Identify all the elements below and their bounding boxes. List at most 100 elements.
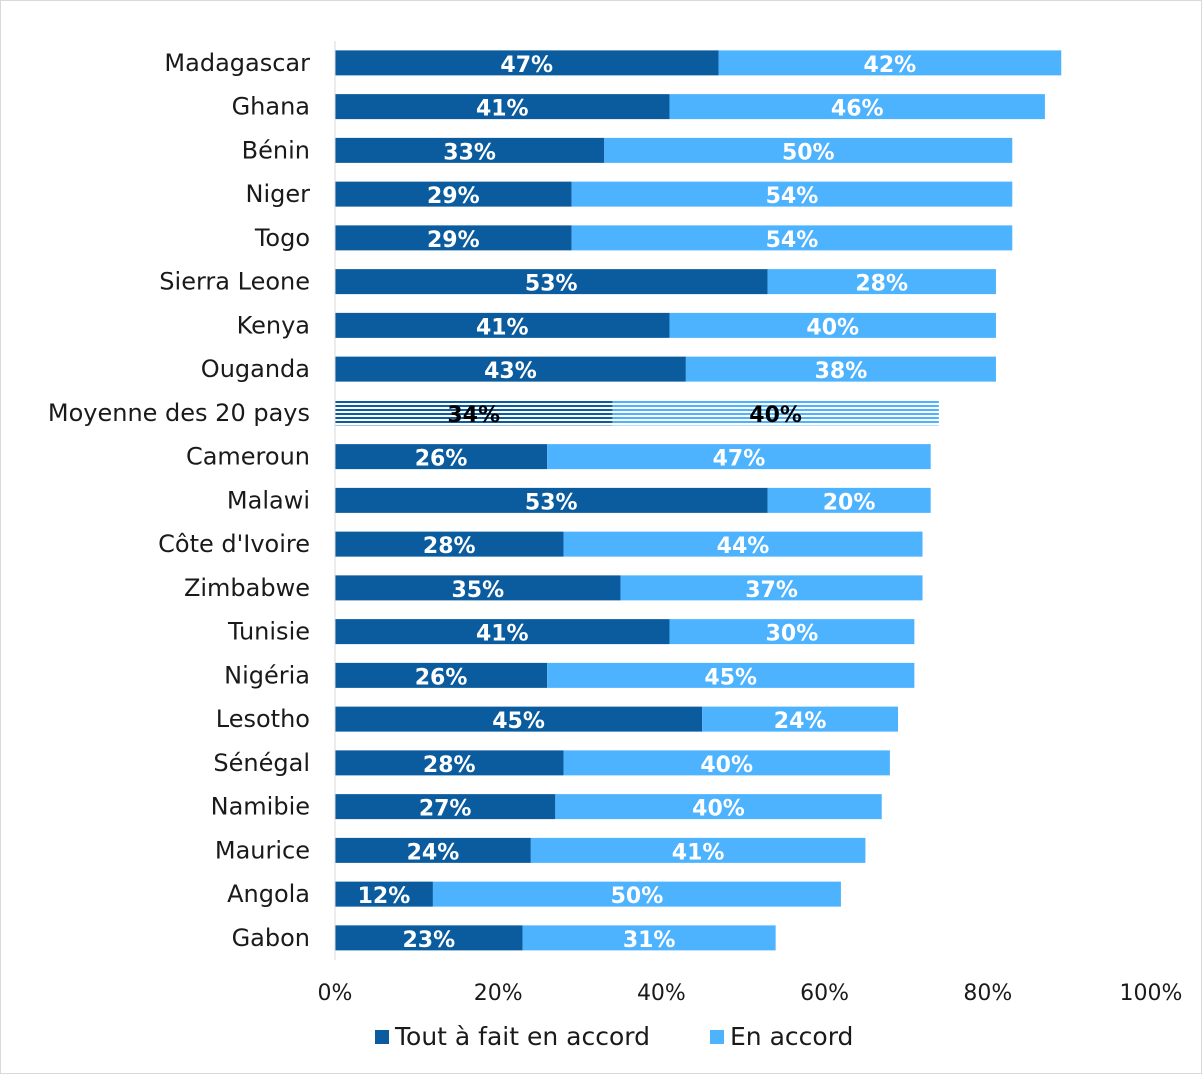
bar-segment-tout-a-fait bbox=[335, 662, 548, 688]
data-label: 53% bbox=[525, 490, 578, 515]
bar-segment-tout-a-fait bbox=[335, 837, 531, 863]
bar-segment-en-accord bbox=[563, 750, 890, 776]
x-tick-label: 100% bbox=[1120, 981, 1183, 1006]
data-label: 27% bbox=[419, 797, 472, 822]
data-label: 28% bbox=[423, 534, 476, 559]
data-label: 40% bbox=[692, 797, 745, 822]
bars-layer: 47% 42% 41% 46% 33% 50% 29% 54% 29% 54% 53% 28% 41% 4… bbox=[335, 50, 1062, 953]
category-label: Angola bbox=[227, 880, 310, 908]
data-label: 40% bbox=[749, 403, 802, 428]
data-label: 33% bbox=[443, 140, 496, 165]
data-label: 26% bbox=[415, 665, 468, 690]
bar-segment-en-accord bbox=[718, 50, 1062, 76]
bar-segment-tout-a-fait bbox=[335, 487, 768, 513]
bar-segment-en-accord bbox=[571, 225, 1013, 251]
data-label: 31% bbox=[623, 928, 676, 953]
x-tick-label: 60% bbox=[800, 981, 849, 1006]
data-label: 23% bbox=[403, 928, 456, 953]
category-label: Malawi bbox=[227, 486, 310, 514]
bar-segment-en-accord bbox=[604, 137, 1013, 163]
category-label: Gabon bbox=[232, 924, 310, 952]
data-label: 42% bbox=[864, 53, 917, 78]
category-label: Namibie bbox=[211, 793, 310, 821]
legend-swatch-en-accord bbox=[710, 1030, 724, 1044]
bar-segment-tout-a-fait bbox=[335, 94, 670, 120]
legend-label: En accord bbox=[730, 1022, 853, 1051]
bar-segment-tout-a-fait bbox=[335, 750, 564, 776]
data-label: 40% bbox=[700, 753, 753, 778]
category-label: Niger bbox=[246, 180, 311, 208]
data-label: 34% bbox=[447, 403, 500, 428]
data-label: 46% bbox=[831, 97, 884, 122]
data-label: 47% bbox=[500, 53, 553, 78]
data-label: 12% bbox=[358, 884, 411, 909]
data-label: 50% bbox=[782, 140, 835, 165]
data-label: 30% bbox=[766, 622, 819, 647]
data-label: 28% bbox=[855, 272, 908, 297]
bar-segment-en-accord bbox=[432, 881, 841, 907]
bar-segment-tout-a-fait bbox=[335, 925, 523, 951]
bar-segment-en-accord bbox=[571, 181, 1013, 207]
bar-segment-en-accord bbox=[555, 794, 882, 820]
bar-segment-en-accord bbox=[547, 444, 931, 470]
bar-segment-tout-a-fait bbox=[335, 312, 670, 338]
data-label: 29% bbox=[427, 228, 480, 253]
bar-segment-tout-a-fait bbox=[335, 269, 768, 295]
data-label: 50% bbox=[611, 884, 664, 909]
x-tick-label: 20% bbox=[474, 981, 523, 1006]
category-label: Ouganda bbox=[201, 355, 310, 383]
data-label: 20% bbox=[823, 490, 876, 515]
category-label: Sénégal bbox=[213, 749, 310, 777]
data-label: 35% bbox=[451, 578, 504, 603]
bar-segment-tout-a-fait bbox=[335, 181, 572, 207]
category-label: Tunisie bbox=[227, 618, 310, 646]
bar-segment-en-accord bbox=[620, 575, 923, 601]
data-label: 41% bbox=[476, 315, 529, 340]
data-label: 54% bbox=[766, 184, 819, 209]
data-label: 45% bbox=[492, 709, 545, 734]
data-label: 26% bbox=[415, 447, 468, 472]
category-label: Lesotho bbox=[216, 705, 310, 733]
category-label: Kenya bbox=[237, 311, 310, 339]
data-label: 47% bbox=[713, 447, 766, 472]
legend: Tout à fait en accord En accord bbox=[375, 1022, 853, 1051]
bar-segment-tout-a-fait bbox=[335, 444, 548, 470]
bar-segment-tout-a-fait bbox=[335, 356, 686, 382]
bar-segment-tout-a-fait bbox=[335, 881, 433, 907]
category-label: Ghana bbox=[232, 93, 310, 121]
category-label: Maurice bbox=[215, 836, 310, 864]
bar-segment-tout-a-fait bbox=[335, 794, 556, 820]
x-axis-ticks: 0% 20% 40% 60% 80% 100% bbox=[318, 981, 1183, 1006]
bar-segment-en-accord bbox=[547, 662, 915, 688]
data-label: 29% bbox=[427, 184, 480, 209]
category-label: Cameroun bbox=[186, 443, 310, 471]
bar-segment-en-accord bbox=[522, 925, 776, 951]
legend-label: Tout à fait en accord bbox=[394, 1022, 650, 1051]
bar-segment-tout-a-fait bbox=[335, 575, 621, 601]
data-label: 53% bbox=[525, 272, 578, 297]
x-tick-label: 80% bbox=[963, 981, 1012, 1006]
data-label: 41% bbox=[476, 97, 529, 122]
data-label: 28% bbox=[423, 753, 476, 778]
data-label: 44% bbox=[717, 534, 770, 559]
bar-segment-en-accord bbox=[702, 706, 899, 732]
x-tick-label: 40% bbox=[637, 981, 686, 1006]
category-label: Moyenne des 20 pays bbox=[48, 399, 310, 427]
bar-segment-en-accord bbox=[767, 269, 996, 295]
bar-segment-en-accord bbox=[563, 531, 923, 557]
bar-segment-en-accord bbox=[669, 312, 996, 338]
bar-segment-tout-a-fait bbox=[335, 137, 605, 163]
category-label: Côte d'Ivoire bbox=[158, 530, 310, 558]
bar-segment-tout-a-fait bbox=[335, 400, 613, 426]
legend-swatch-tout-a-fait bbox=[375, 1030, 389, 1044]
bar-segment-tout-a-fait bbox=[335, 531, 564, 557]
data-label: 43% bbox=[484, 359, 537, 384]
category-label: Zimbabwe bbox=[184, 574, 310, 602]
bar-segment-en-accord bbox=[669, 619, 915, 645]
data-label: 40% bbox=[806, 315, 859, 340]
category-labels: Madagascar Ghana Bénin Niger Togo Sierra Leon… bbox=[48, 49, 310, 952]
category-label: Bénin bbox=[242, 136, 310, 164]
bar-segment-tout-a-fait bbox=[335, 225, 572, 251]
